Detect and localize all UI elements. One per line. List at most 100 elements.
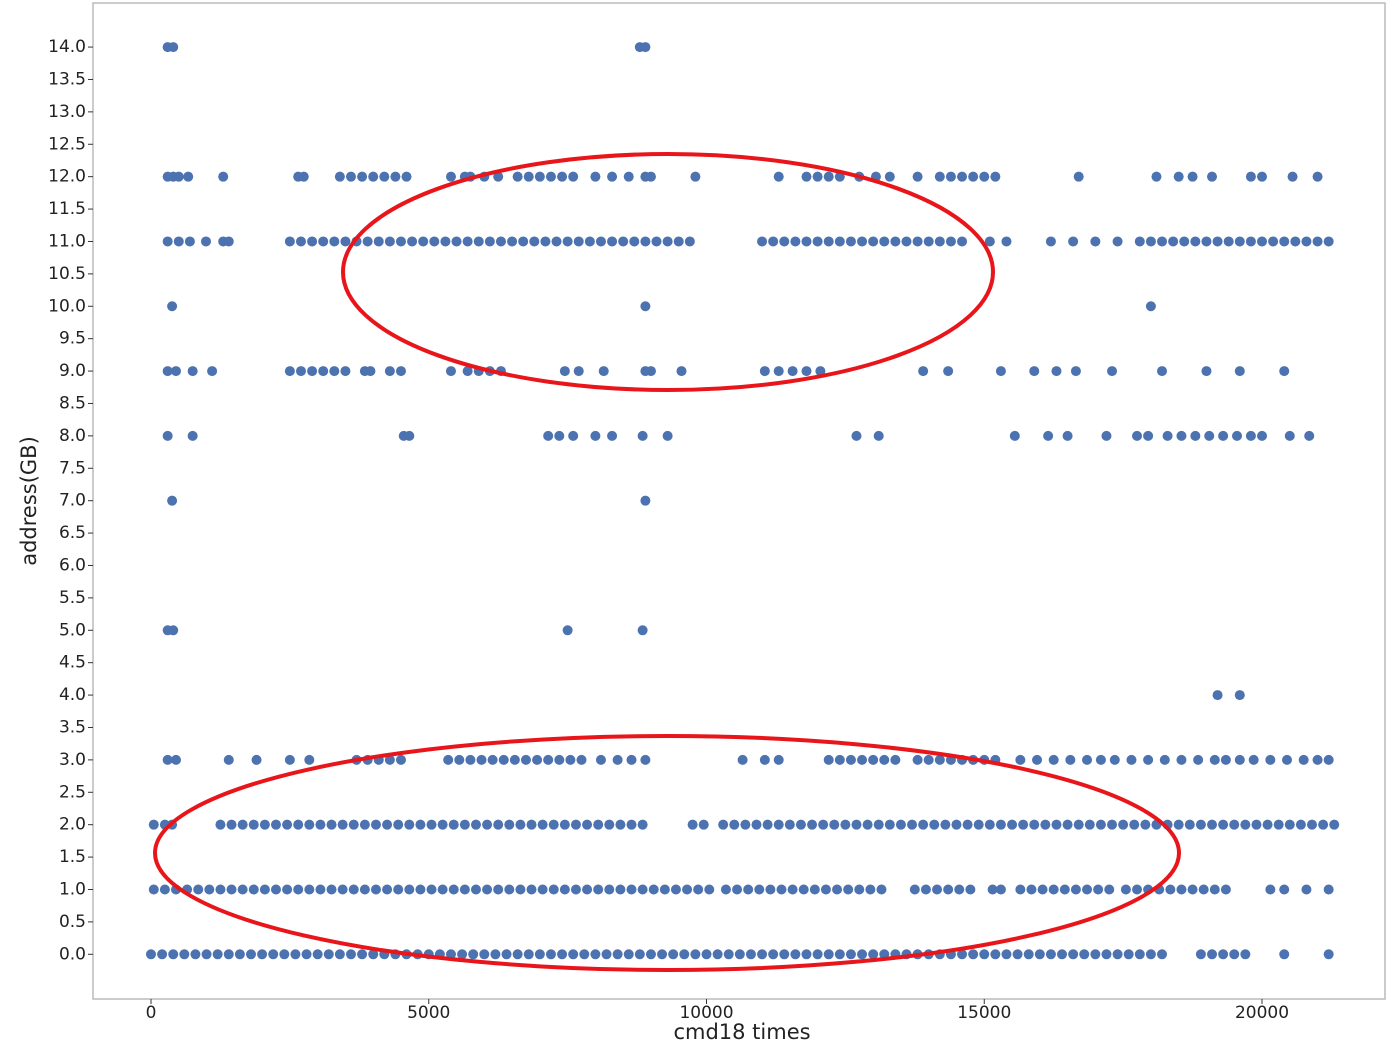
point (259, 819, 270, 830)
point (784, 819, 795, 830)
point (907, 819, 918, 830)
point (170, 366, 181, 377)
point (482, 884, 493, 895)
point (607, 430, 618, 441)
point (1176, 430, 1187, 441)
point (373, 236, 384, 247)
point (934, 754, 945, 765)
point (1134, 236, 1145, 247)
point (1298, 754, 1309, 765)
point (918, 366, 929, 377)
point (645, 949, 656, 960)
point (957, 949, 968, 960)
point (773, 819, 784, 830)
point (448, 819, 459, 830)
point (845, 236, 856, 247)
point (323, 949, 334, 960)
point (1176, 884, 1187, 895)
point (545, 949, 556, 960)
point (1062, 819, 1073, 830)
y-tick-label: 7.0 (59, 491, 86, 511)
y-tick-label: 4.5 (59, 653, 86, 673)
point (876, 884, 887, 895)
point (329, 236, 340, 247)
point (790, 949, 801, 960)
point (590, 430, 601, 441)
point (459, 819, 470, 830)
point (840, 819, 851, 830)
point (559, 884, 570, 895)
point (493, 884, 504, 895)
point (257, 949, 268, 960)
point (751, 819, 762, 830)
y-tick-label: 6.0 (59, 555, 86, 575)
point (990, 949, 1001, 960)
y-tick-label: 0.0 (59, 944, 86, 964)
point (951, 819, 962, 830)
point (501, 949, 512, 960)
point (737, 754, 748, 765)
point (1062, 430, 1073, 441)
point (334, 949, 345, 960)
point (962, 819, 973, 830)
point (368, 171, 379, 182)
point (1234, 754, 1245, 765)
point (1232, 430, 1243, 441)
point (1101, 949, 1112, 960)
point (173, 171, 184, 182)
point (204, 884, 215, 895)
point (865, 884, 876, 895)
point (1048, 884, 1059, 895)
point (168, 625, 179, 636)
point (1198, 884, 1209, 895)
point (768, 949, 779, 960)
point (304, 754, 315, 765)
y-tick-label: 1.0 (59, 879, 86, 899)
point (1157, 366, 1168, 377)
point (604, 819, 615, 830)
point (568, 430, 579, 441)
point (1095, 819, 1106, 830)
point (507, 236, 518, 247)
point (473, 236, 484, 247)
point (640, 236, 651, 247)
point (159, 884, 170, 895)
point (548, 819, 559, 830)
point (1082, 884, 1093, 895)
point (659, 884, 670, 895)
point (851, 819, 862, 830)
point (637, 819, 648, 830)
point (618, 236, 629, 247)
point (612, 949, 623, 960)
point (218, 171, 229, 182)
point (1240, 949, 1251, 960)
point (493, 819, 504, 830)
point (923, 236, 934, 247)
point (1201, 236, 1212, 247)
point (637, 430, 648, 441)
point (626, 754, 637, 765)
point (384, 236, 395, 247)
point (945, 171, 956, 182)
point (595, 236, 606, 247)
point (1090, 949, 1101, 960)
point (445, 366, 456, 377)
point (1204, 430, 1215, 441)
point (370, 884, 381, 895)
point (570, 819, 581, 830)
point (1207, 819, 1218, 830)
point (493, 171, 504, 182)
point (1134, 949, 1145, 960)
point (337, 819, 348, 830)
point (1212, 236, 1223, 247)
point (1245, 171, 1256, 182)
point (1257, 171, 1268, 182)
point (404, 884, 415, 895)
point (1065, 754, 1076, 765)
point (345, 949, 356, 960)
point (190, 949, 201, 960)
point (223, 949, 234, 960)
point (201, 949, 212, 960)
point (943, 366, 954, 377)
point (200, 236, 211, 247)
